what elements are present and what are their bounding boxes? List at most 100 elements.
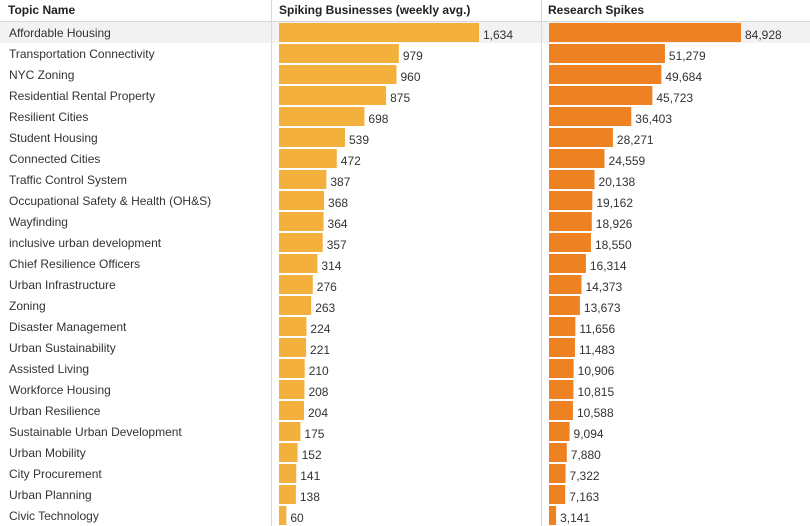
research-bar[interactable] <box>549 443 567 462</box>
spiking-bar[interactable] <box>279 275 313 294</box>
row-label[interactable]: Urban Mobility <box>9 446 86 460</box>
row-label[interactable]: Urban Planning <box>9 488 92 502</box>
spiking-value-label: 979 <box>403 49 423 63</box>
row-label[interactable]: Residential Rental Property <box>9 89 155 103</box>
research-value-label: 10,588 <box>577 406 614 420</box>
row-label[interactable]: NYC Zoning <box>9 68 74 82</box>
research-bar[interactable] <box>549 485 566 504</box>
spiking-bar[interactable] <box>279 359 305 378</box>
research-bar[interactable] <box>549 464 566 483</box>
row-label[interactable]: Zoning <box>9 299 46 313</box>
column-header-spiking[interactable]: Spiking Businesses (weekly avg.) <box>279 3 470 17</box>
research-bar[interactable] <box>549 506 557 525</box>
spiking-bar[interactable] <box>279 191 325 210</box>
research-value-label: 18,550 <box>595 238 632 252</box>
research-value-label: 24,559 <box>609 154 646 168</box>
spiking-value-label: 1,634 <box>483 28 513 42</box>
spiking-bar[interactable] <box>279 317 307 336</box>
research-bar[interactable] <box>549 275 582 294</box>
spiking-bar[interactable] <box>279 401 304 420</box>
research-value-label: 14,373 <box>585 280 622 294</box>
research-value-label: 10,815 <box>577 385 614 399</box>
row-label[interactable]: Assisted Living <box>9 362 89 376</box>
spiking-bar[interactable] <box>279 128 345 147</box>
spiking-value-label: 224 <box>310 322 330 336</box>
row-label[interactable]: inclusive urban development <box>9 236 162 250</box>
spiking-bar[interactable] <box>279 212 324 231</box>
research-bar[interactable] <box>549 233 591 252</box>
research-bar[interactable] <box>549 254 586 273</box>
row-label[interactable]: Traffic Control System <box>9 173 127 187</box>
research-bar[interactable] <box>549 86 653 105</box>
row-label[interactable]: Transportation Connectivity <box>9 47 155 61</box>
spiking-bar[interactable] <box>279 464 297 483</box>
research-bar[interactable] <box>549 191 593 210</box>
research-bar[interactable] <box>549 44 665 63</box>
column-header-research[interactable]: Research Spikes <box>548 3 644 17</box>
research-value-label: 10,906 <box>578 364 615 378</box>
spiking-bar[interactable] <box>279 65 397 84</box>
spiking-bar[interactable] <box>279 23 479 42</box>
research-bar[interactable] <box>549 23 741 42</box>
row-label[interactable]: Resilient Cities <box>9 110 88 124</box>
research-value-label: 28,271 <box>617 133 654 147</box>
spiking-bar[interactable] <box>279 86 387 105</box>
research-value-label: 51,279 <box>669 49 706 63</box>
row-label[interactable]: Sustainable Urban Development <box>9 425 182 439</box>
research-bar[interactable] <box>549 170 595 189</box>
row-label[interactable]: Affordable Housing <box>9 26 111 40</box>
research-value-label: 20,138 <box>599 175 636 189</box>
spiking-bar[interactable] <box>279 107 365 126</box>
row-label[interactable]: Connected Cities <box>9 152 100 166</box>
spiking-value-label: 141 <box>300 469 320 483</box>
research-bar[interactable] <box>549 359 574 378</box>
row-label[interactable]: City Procurement <box>9 467 102 481</box>
spiking-bar[interactable] <box>279 443 298 462</box>
spiking-bar[interactable] <box>279 254 318 273</box>
row-label[interactable]: Student Housing <box>9 131 98 145</box>
row-label[interactable]: Wayfinding <box>9 215 68 229</box>
spiking-bar[interactable] <box>279 296 312 315</box>
research-bar[interactable] <box>549 401 573 420</box>
spiking-value-label: 263 <box>315 301 335 315</box>
research-value-label: 7,163 <box>569 490 599 504</box>
spiking-bar[interactable] <box>279 485 296 504</box>
research-bar[interactable] <box>549 149 605 168</box>
research-bar[interactable] <box>549 296 580 315</box>
row-label[interactable]: Urban Resilience <box>9 404 101 418</box>
spiking-bar[interactable] <box>279 506 287 525</box>
row-label[interactable]: Occupational Safety & Health (OH&S) <box>9 194 211 208</box>
row-label[interactable]: Urban Infrastructure <box>9 278 116 292</box>
spiking-value-label: 960 <box>401 70 421 84</box>
research-bar[interactable] <box>549 65 662 84</box>
row-label[interactable]: Civic Technology <box>9 509 99 523</box>
spiking-value-label: 175 <box>304 427 324 441</box>
research-value-label: 3,141 <box>560 511 590 525</box>
row-label[interactable]: Disaster Management <box>9 320 127 334</box>
spiking-value-label: 357 <box>327 238 347 252</box>
spiking-bar[interactable] <box>279 149 337 168</box>
research-bar[interactable] <box>549 128 613 147</box>
research-bar[interactable] <box>549 107 632 126</box>
research-value-label: 16,314 <box>590 259 627 273</box>
row-label[interactable]: Workforce Housing <box>9 383 111 397</box>
spiking-bar[interactable] <box>279 380 305 399</box>
research-bar[interactable] <box>549 338 575 357</box>
row-label[interactable]: Urban Sustainability <box>9 341 116 355</box>
spiking-bar[interactable] <box>279 338 307 357</box>
spiking-bar[interactable] <box>279 422 301 441</box>
research-bar[interactable] <box>549 422 570 441</box>
research-bar[interactable] <box>549 212 592 231</box>
spiking-bar[interactable] <box>279 170 327 189</box>
spiking-value-label: 152 <box>302 448 322 462</box>
spiking-bar[interactable] <box>279 233 323 252</box>
column-header-topic[interactable]: Topic Name <box>8 3 75 17</box>
research-bar[interactable] <box>549 380 574 399</box>
research-value-label: 45,723 <box>656 91 693 105</box>
research-bar[interactable] <box>549 317 576 336</box>
spiking-bar[interactable] <box>279 44 399 63</box>
spiking-value-label: 875 <box>390 91 410 105</box>
row-label[interactable]: Chief Resilience Officers <box>9 257 140 271</box>
research-value-label: 36,403 <box>635 112 672 126</box>
